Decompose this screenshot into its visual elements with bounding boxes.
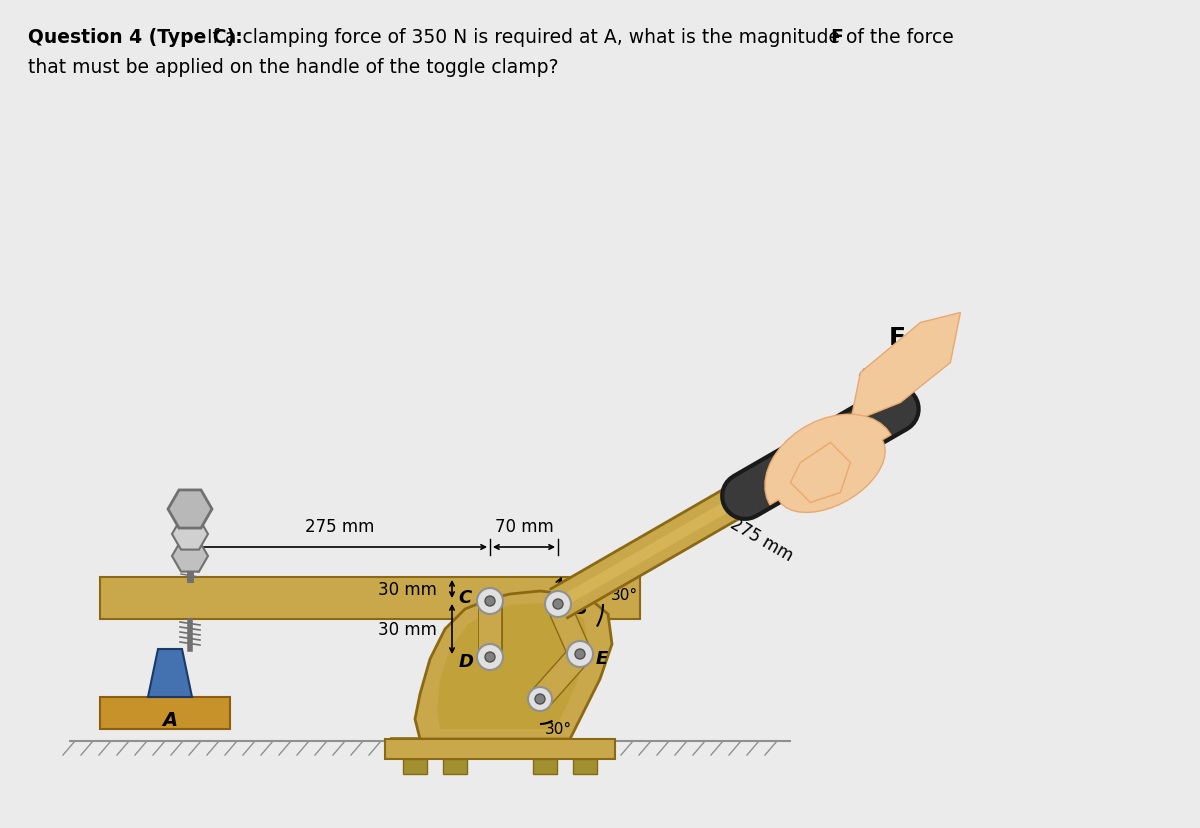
Circle shape xyxy=(535,694,545,704)
Polygon shape xyxy=(443,759,467,774)
Circle shape xyxy=(553,599,563,609)
Text: F: F xyxy=(830,28,842,47)
Circle shape xyxy=(545,591,571,617)
Text: D: D xyxy=(460,652,474,670)
Text: E: E xyxy=(596,649,608,667)
Polygon shape xyxy=(403,759,427,774)
Text: 70 mm: 70 mm xyxy=(494,518,553,536)
Circle shape xyxy=(485,652,496,662)
Polygon shape xyxy=(574,759,598,774)
Circle shape xyxy=(485,596,496,606)
Polygon shape xyxy=(172,541,208,572)
Text: 30°: 30° xyxy=(611,587,638,602)
Text: 275 mm: 275 mm xyxy=(726,514,796,565)
Polygon shape xyxy=(168,490,212,528)
Circle shape xyxy=(478,644,503,670)
Polygon shape xyxy=(791,443,851,503)
Polygon shape xyxy=(100,697,230,729)
Polygon shape xyxy=(766,415,892,513)
Circle shape xyxy=(568,641,593,667)
Polygon shape xyxy=(385,739,616,759)
Text: 30 mm: 30 mm xyxy=(378,620,437,638)
Polygon shape xyxy=(148,649,192,697)
Polygon shape xyxy=(390,591,612,739)
Text: C: C xyxy=(458,588,472,606)
Circle shape xyxy=(478,588,503,614)
Text: 30°: 30° xyxy=(545,721,572,736)
Text: F: F xyxy=(888,325,905,349)
Polygon shape xyxy=(437,604,588,729)
Text: 30 mm: 30 mm xyxy=(378,580,437,599)
Polygon shape xyxy=(100,577,640,619)
Text: that must be applied on the handle of the toggle clamp?: that must be applied on the handle of th… xyxy=(28,58,558,77)
Polygon shape xyxy=(172,519,208,550)
Circle shape xyxy=(528,687,552,711)
Text: B: B xyxy=(574,599,588,617)
Text: A: A xyxy=(162,710,178,729)
Text: 275 mm: 275 mm xyxy=(305,518,374,536)
Text: Question 4 (Type C):: Question 4 (Type C): xyxy=(28,28,242,47)
Text: If a clamping force of 350 N is required at A, what is the magnitude of the forc: If a clamping force of 350 N is required… xyxy=(196,28,960,47)
Circle shape xyxy=(575,649,586,659)
Polygon shape xyxy=(851,313,960,423)
Polygon shape xyxy=(533,759,557,774)
